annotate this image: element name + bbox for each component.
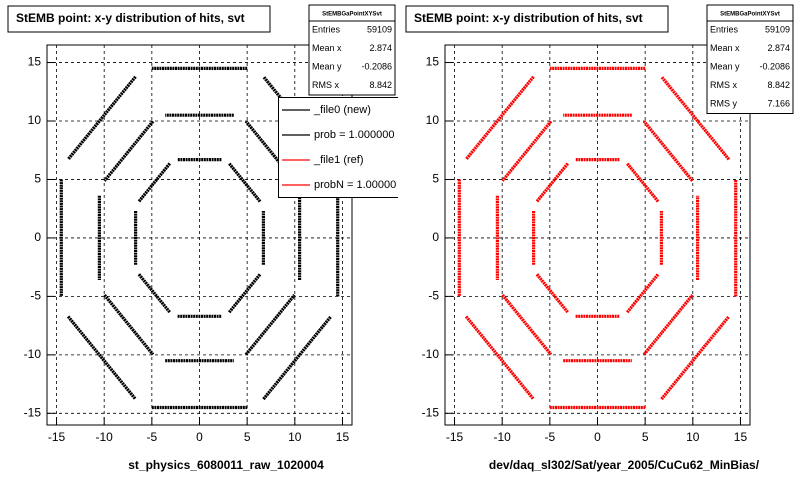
stats-label: RMS x (710, 80, 738, 90)
stats-label: Entries (710, 25, 739, 35)
stats-value: 59109 (367, 25, 392, 35)
stats-label: Entries (312, 25, 341, 35)
title-box (7, 5, 271, 33)
stats-label: RMS x (312, 80, 340, 90)
legend: _file0 (new) prob = 1.000000 _file1 (ref) p… (278, 97, 398, 198)
stats-value: 7.166 (767, 99, 790, 109)
stats-value: 59109 (765, 25, 790, 35)
x-tick-label: 10 (288, 430, 302, 444)
legend-label: _file0 (new) (313, 104, 371, 116)
x-tick-label: -15 (48, 430, 66, 444)
stats-value: 2.874 (767, 43, 790, 53)
ladder-hits (532, 158, 663, 318)
stats-label: Mean x (312, 43, 342, 53)
y-tick-label: -10 (24, 347, 42, 361)
stats-value: 8.842 (369, 80, 392, 90)
ladder-hits (134, 158, 265, 318)
x-tick-label: 15 (336, 430, 350, 444)
ladder-hits (97, 113, 302, 363)
y-tick-label: -15 (24, 405, 42, 419)
x-tick-label: 10 (686, 430, 700, 444)
x-tick-label: 0 (196, 430, 203, 444)
stats-label: Mean x (710, 43, 740, 53)
chart-title: StEMB point: x-y distribution of hits, s… (414, 11, 643, 25)
legend-label: probN = 1.00000 (314, 179, 396, 191)
stats-value: 2.874 (369, 43, 392, 53)
y-tick-label: 10 (28, 113, 42, 127)
x-tick-label: -5 (545, 430, 556, 444)
chart-title: StEMB point: x-y distribution of hits, s… (16, 11, 245, 25)
stats-title: StEMBGaPointXYSvt (720, 12, 780, 18)
x-tick-label: -10 (96, 430, 114, 444)
stats-title: StEMBGaPointXYSvt (322, 12, 382, 18)
ladder-hits (495, 113, 700, 363)
stats-label: Mean y (312, 62, 342, 72)
stats-label: Mean y (710, 62, 740, 72)
x-tick-label: 5 (244, 430, 251, 444)
title-box (405, 5, 669, 33)
x-axis-label: st_physics_6080011_raw_1020004 (128, 458, 324, 472)
legend-box (278, 97, 398, 198)
x-tick-label: 0 (594, 430, 601, 444)
legend-label: _file1 (ref) (313, 154, 364, 166)
stats-box (706, 4, 794, 114)
x-tick-label: -5 (147, 430, 158, 444)
x-tick-label: -10 (494, 430, 512, 444)
y-tick-label: 10 (426, 113, 440, 127)
x-tick-label: -15 (446, 430, 464, 444)
legend-label: prob = 1.000000 (314, 129, 394, 141)
stats-value: -0.2086 (759, 62, 790, 72)
x-tick-label: 15 (734, 430, 748, 444)
x-axis-label: dev/daq_sl302/Sat/year_2005/CuCu62_MinBi… (489, 458, 760, 472)
stats-value: 8.842 (767, 80, 790, 90)
panel: -15 -10 -5 0 5 10 15 -15 -10 -5 0 5 10 15 StEMB point:… (405, 4, 794, 472)
y-tick-label: 0 (34, 230, 41, 244)
y-tick-label: -5 (30, 289, 41, 303)
panel: -15 -10 -5 0 5 10 15 -15 -10 -5 0 5 10 15 StEMB point:… (7, 4, 398, 472)
stats-label: RMS y (710, 99, 738, 109)
ladder-hits (457, 66, 738, 410)
y-tick-label: 15 (28, 55, 42, 69)
y-tick-label: -5 (428, 289, 439, 303)
stats-value: -0.2086 (361, 62, 392, 72)
y-tick-label: 15 (426, 55, 440, 69)
y-tick-label: -15 (422, 405, 440, 419)
y-tick-label: 5 (432, 172, 439, 186)
y-tick-label: 5 (34, 172, 41, 186)
x-tick-label: 5 (642, 430, 649, 444)
y-tick-label: 0 (432, 230, 439, 244)
y-tick-label: -10 (422, 347, 440, 361)
stats-box (308, 4, 396, 96)
